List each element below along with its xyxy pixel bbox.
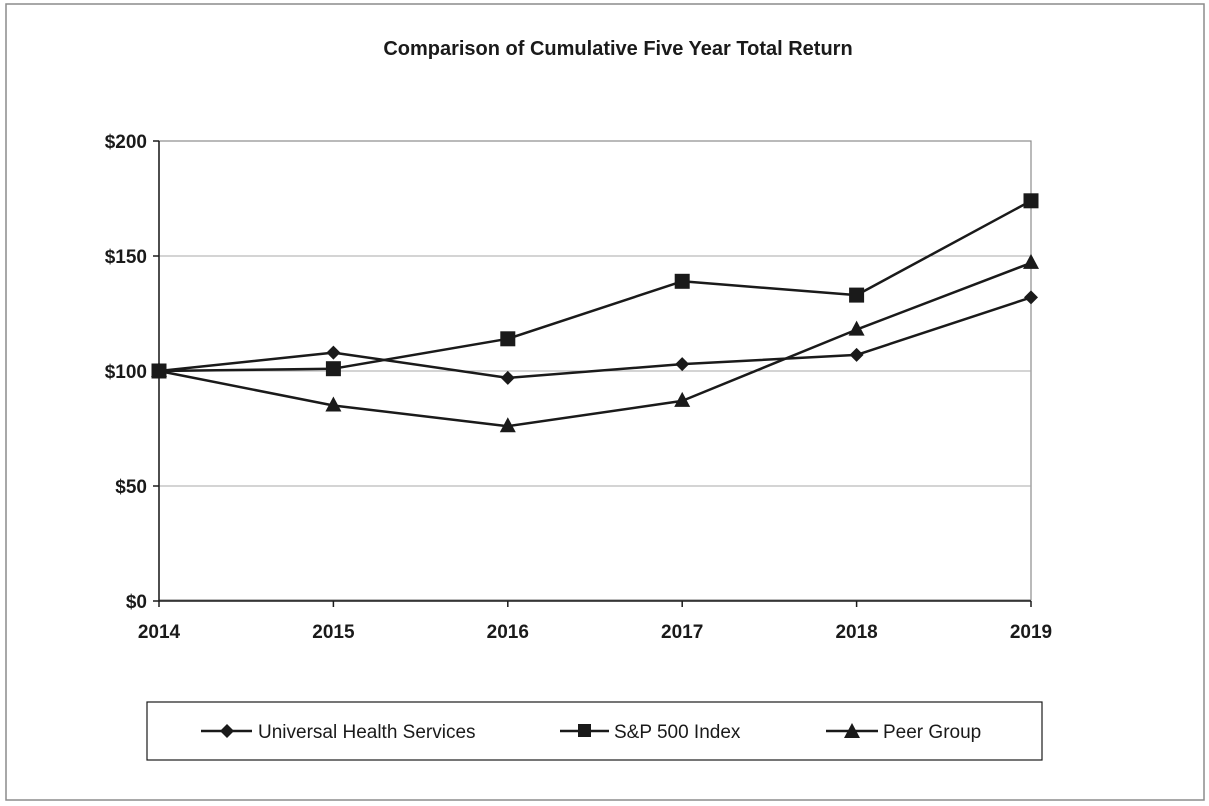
data-point-universal-health-services-2019 [1024, 290, 1038, 305]
data-point-universal-health-services-2016 [500, 370, 515, 385]
data-point-peer-group-2015 [325, 396, 342, 412]
data-point-sp-500-index-2018 [849, 287, 865, 303]
data-point-peer-group-2018 [848, 320, 865, 336]
legend: Universal Health Services S&P 500 Index … [146, 701, 1043, 761]
x-tick-label-2015: 2015 [312, 622, 355, 643]
chart-title: Comparison of Cumulative Five Year Total… [383, 38, 852, 60]
x-tick-label-2016: 2016 [487, 622, 529, 643]
legend-label-peer-group: Peer Group [883, 722, 981, 743]
series-layer [151, 193, 1039, 433]
legend-diamond-marker-icon [220, 724, 234, 738]
y-tick-label-150: $150 [105, 247, 147, 268]
data-point-universal-health-services-2015 [326, 345, 341, 360]
legend-label-sp-500-index: S&P 500 Index [614, 722, 741, 743]
series-sp-500-index [151, 193, 1039, 379]
y-tick-label-50: $50 [115, 477, 147, 498]
y-tick-label-100: $100 [105, 362, 147, 383]
legend-triangle-marker-icon [844, 723, 860, 738]
plot-area: $0$50$100$150$200 2014 2015 2016 2017 2018 20… [105, 132, 1052, 643]
x-tick-label-2019: 2019 [1010, 622, 1052, 643]
series-line-peer-group [158, 261, 1032, 428]
series-line-universal-health-services [158, 296, 1032, 380]
data-point-peer-group-2016 [499, 417, 516, 433]
data-point-universal-health-services-2017 [675, 357, 690, 372]
series-line-sp-500-index [158, 199, 1032, 373]
data-point-sp-500-index-2017 [674, 273, 690, 289]
data-point-peer-group-2017 [674, 391, 691, 407]
y-axis-ticks: $0 $50 $100 $150 $200 [105, 132, 159, 613]
legend-item-universal-health-services: Universal Health Services [201, 722, 476, 743]
x-tick-label-2014: 2014 [138, 622, 181, 643]
data-point-peer-group-2019 [1023, 253, 1039, 269]
series-peer-group [151, 253, 1039, 433]
data-point-universal-health-services-2018 [849, 347, 864, 362]
y-tick-label-0: $0 [126, 592, 147, 613]
data-point-sp-500-index-2016 [500, 331, 516, 347]
legend-square-marker-icon [578, 724, 591, 737]
x-tick-label-2017: 2017 [661, 622, 703, 643]
x-tick-label-2018: 2018 [835, 622, 877, 643]
legend-item-sp-500-index: S&P 500 Index [560, 722, 741, 743]
y-tick-label-200: $200 [105, 132, 147, 153]
legend-item-peer-group: Peer Group [826, 722, 981, 743]
data-point-sp-500-index-2015 [325, 361, 341, 377]
chart-border [5, 3, 1205, 801]
legend-label-universal-health-services: Universal Health Services [258, 722, 476, 743]
data-point-peer-group-2014 [151, 362, 167, 377]
data-point-sp-500-index-2019 [1023, 193, 1039, 209]
x-axis-ticks: 2014 2015 2016 2017 2018 2019 [138, 601, 1052, 643]
